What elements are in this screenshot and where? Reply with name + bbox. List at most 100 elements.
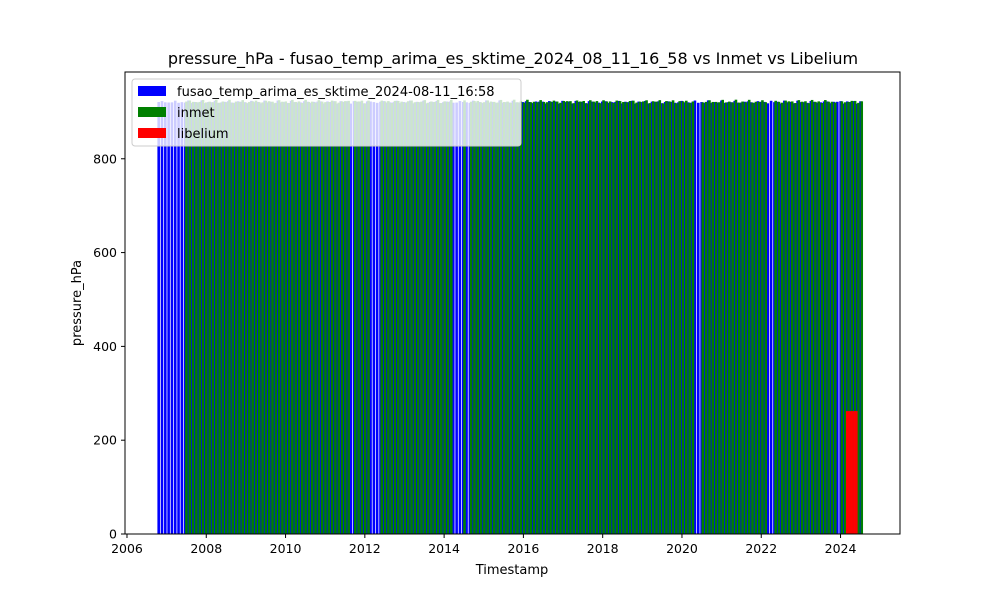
inmet-bar	[367, 100, 370, 534]
inmet-bar	[347, 100, 350, 534]
inmet-bar	[625, 102, 628, 534]
x-axis-ticks: 2006 2008 2010 2012 2014 2016 2018 2020 2022 2024	[111, 534, 856, 556]
inmet-bar	[817, 101, 820, 534]
inmet-bar	[446, 101, 450, 534]
inmet-bar	[436, 99, 440, 534]
y-tick-label: 800	[93, 151, 117, 166]
inmet-bar	[208, 101, 211, 535]
legend-label-libelium: libelium	[177, 127, 229, 142]
inmet-bar	[651, 101, 655, 534]
inmet-bar	[198, 101, 201, 534]
inmet-bar	[483, 102, 486, 535]
inmet-bar	[251, 101, 254, 534]
inmet-bar	[618, 101, 622, 534]
fusao-bar	[693, 100, 697, 534]
inmet-bar	[426, 102, 430, 534]
inmet-bar	[542, 101, 546, 534]
inmet-bar	[493, 101, 496, 535]
inmet-bar	[214, 99, 218, 534]
inmet-bar	[575, 100, 579, 534]
fusao-bar	[372, 102, 376, 534]
inmet-bar	[744, 102, 748, 534]
inmet-bar	[615, 100, 619, 534]
inmet-bar	[843, 102, 847, 534]
x-tick-label: 2008	[190, 541, 222, 556]
inmet-bar	[294, 101, 297, 534]
inmet-bar	[224, 102, 228, 534]
inmet-bar	[641, 101, 645, 535]
inmet-bar	[850, 100, 854, 535]
libelium-bar	[854, 411, 856, 534]
inmet-bar	[691, 101, 695, 534]
inmet-bar	[320, 101, 324, 534]
inmet-bar	[406, 101, 410, 534]
inmet-bar	[397, 100, 400, 535]
inmet-bar	[840, 101, 844, 534]
legend-swatch-libelium	[138, 128, 166, 138]
inmet-bar	[221, 101, 225, 534]
inmet-bar	[658, 100, 662, 535]
inmet-bar	[704, 101, 708, 534]
libelium-bar	[845, 411, 847, 534]
inmet-bar	[261, 102, 264, 534]
inmet-bar	[353, 100, 357, 535]
inmet-bar	[443, 101, 446, 534]
inmet-bar	[360, 100, 364, 535]
inmet-bar	[790, 101, 794, 534]
inmet-bar	[231, 102, 235, 534]
inmet-bar	[545, 102, 549, 534]
inmet-bar	[423, 100, 427, 534]
inmet-bar	[781, 102, 784, 535]
libelium-bar	[855, 411, 857, 534]
inmet-bar	[655, 101, 658, 535]
inmet-bar	[589, 100, 592, 534]
inmet-bar	[757, 101, 761, 534]
inmet-bar	[784, 100, 787, 534]
inmet-bar	[536, 102, 539, 534]
inmet-bar	[267, 101, 271, 535]
inmet-bar	[228, 99, 231, 535]
x-tick-label: 2020	[666, 541, 698, 556]
inmet-bar	[499, 99, 503, 534]
inmet-bar	[820, 102, 824, 534]
plot-area	[157, 99, 864, 535]
inmet-bar	[562, 100, 566, 534]
fusao-bar	[180, 102, 184, 534]
libelium-bar	[846, 411, 848, 534]
inmet-bar	[555, 101, 559, 534]
x-tick-label: 2006	[111, 541, 143, 556]
libelium-bar	[849, 411, 851, 534]
inmet-bar	[638, 101, 642, 535]
inmet-bar	[473, 101, 476, 534]
libelium-bar	[853, 411, 855, 534]
inmet-bar	[238, 101, 241, 534]
inmet-bar	[734, 99, 738, 535]
inmet-bar	[479, 102, 483, 534]
inmet-bar	[496, 102, 499, 535]
inmet-bar	[787, 101, 791, 534]
inmet-bar	[853, 100, 857, 535]
inmet-bar	[602, 100, 605, 535]
inmet-bar	[582, 100, 585, 534]
fusao-bar	[369, 101, 372, 534]
inmet-bar	[195, 102, 198, 534]
inmet-bar	[721, 99, 724, 534]
x-tick-label: 2012	[349, 541, 381, 556]
inmet-bar	[833, 102, 837, 534]
fusao-bar	[458, 101, 462, 534]
inmet-bar	[274, 102, 278, 535]
inmet-bar	[433, 101, 436, 534]
inmet-bar	[314, 102, 317, 534]
inmet-bar	[185, 101, 188, 535]
inmet-bar	[645, 100, 648, 534]
inmet-bar	[337, 102, 341, 535]
inmet-bar	[516, 102, 519, 534]
inmet-bar	[579, 101, 582, 535]
inmet-bar	[327, 102, 331, 535]
inmet-bar	[205, 102, 208, 535]
y-tick-label: 0	[109, 527, 117, 542]
fusao-bar	[173, 100, 177, 535]
inmet-bar	[612, 102, 615, 534]
inmet-bar	[711, 101, 715, 534]
inmet-bar	[807, 103, 811, 535]
